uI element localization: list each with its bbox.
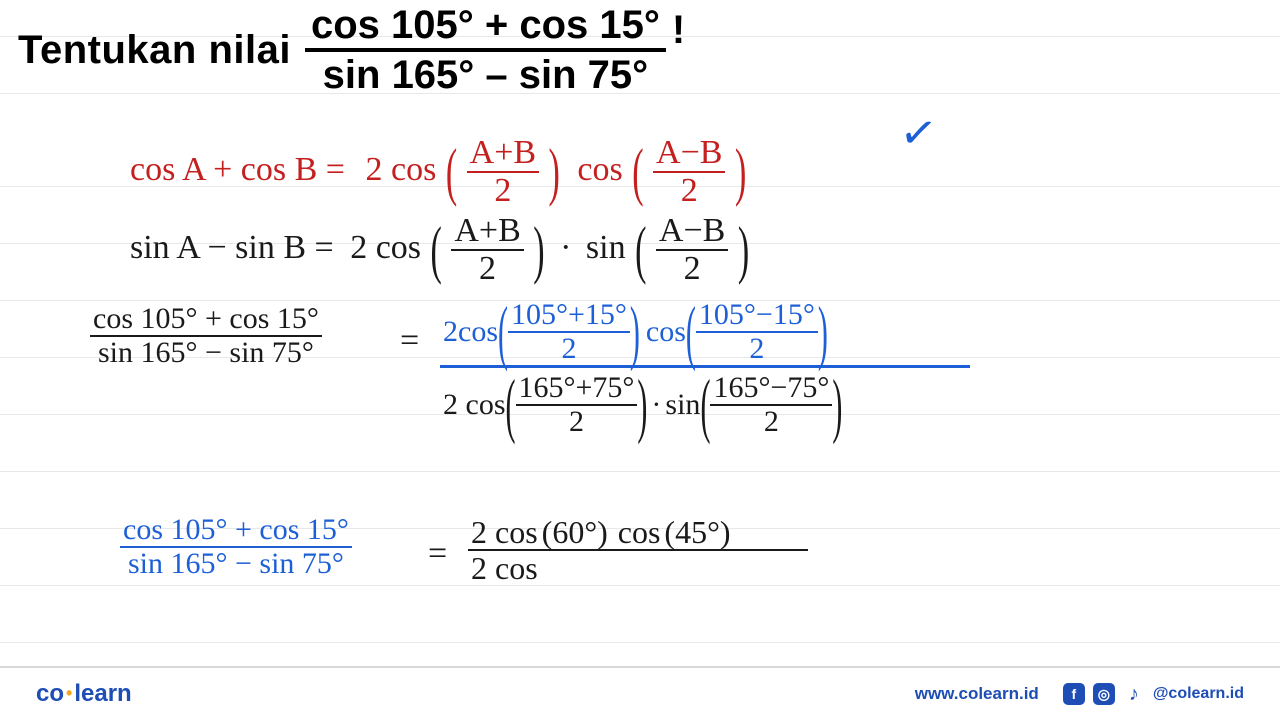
work1-rhs-frac: 2cos ( 105°+15° 2 ) cos ( 105°−15° 2 ) — [440, 300, 970, 437]
dot: · — [560, 229, 571, 266]
paren-l: ( — [506, 371, 516, 443]
work2-lhs-frac: cos 105° + cos 15° sin 165° − sin 75° — [120, 515, 352, 579]
txt: 2 cos — [471, 516, 538, 548]
formula-cos-sum: cos A + cos B = 2 cos ( A+B 2 ) cos ( A−… — [130, 136, 747, 208]
paren-r: ) — [735, 137, 746, 209]
frac-d: 2 — [681, 252, 704, 286]
problem-numerator: cos 105° + cos 15° — [305, 4, 666, 46]
frac-d: 2 — [746, 334, 767, 364]
frac-n: 165°−75° — [710, 373, 832, 403]
frac-n: cos 105° + cos 15° — [120, 515, 352, 545]
frac-n: A+B — [451, 214, 523, 248]
arg: 45° — [675, 516, 720, 548]
sin-diff-lhs: sin A − sin B = — [130, 229, 334, 266]
inner-frac: 105°−15° 2 — [696, 300, 818, 364]
frac-d: 2 — [678, 174, 701, 208]
cos-sum-frac1: A+B 2 — [467, 136, 539, 208]
work2-rhs-num: 2 cos (60°) cos (45°) — [468, 516, 734, 548]
instagram-icon: ◎ — [1093, 683, 1115, 705]
tiktok-icon: ♪ — [1123, 683, 1145, 705]
txt: cos — [618, 516, 661, 548]
txt: 2cos — [443, 317, 498, 347]
logo-learn: learn — [74, 680, 131, 707]
paren-l: ( — [446, 137, 457, 209]
txt: sin — [665, 390, 700, 420]
cos-sum-2cos: 2 cos — [365, 151, 436, 188]
txt: 2 cos — [443, 390, 506, 420]
checkmark-icon: ✓ — [897, 106, 941, 162]
frac-n: A−B — [653, 136, 725, 170]
fraction-bar — [305, 48, 666, 52]
cos-sum-lhs: cos A + cos B = — [130, 151, 345, 188]
sin-diff-sin: sin — [586, 229, 626, 266]
paren-l: ( — [498, 298, 508, 370]
sin-diff-frac2: A−B 2 — [656, 214, 728, 286]
frac-n: 105°−15° — [696, 300, 818, 330]
frac-d: sin 165° − sin 75° — [95, 338, 317, 368]
work2-rhs-den: 2 cos — [468, 552, 541, 584]
logo-co: co — [36, 680, 64, 707]
paren-l: ( — [700, 371, 710, 443]
frac-d: 2 — [566, 407, 587, 437]
problem-fraction: cos 105° + cos 15° sin 165° – sin 75° — [305, 4, 666, 96]
work2-rhs: 2 cos (60°) cos (45°) 2 cos — [468, 516, 808, 584]
sin-diff-frac1: A+B 2 — [451, 214, 523, 286]
paren-r: ) — [738, 215, 749, 287]
frac-d: sin 165° − sin 75° — [125, 549, 347, 579]
frac-d: 2 — [476, 252, 499, 286]
paren-l: ( — [431, 215, 442, 287]
work1-rhs-den: 2 cos ( 165°+75° 2 ) · sin ( 165°−75° 2 … — [440, 373, 845, 437]
work2-lhs: cos 105° + cos 15° sin 165° − sin 75° — [120, 515, 352, 579]
work2-eq: = — [428, 535, 447, 573]
work1-rhs-num: 2cos ( 105°+15° 2 ) cos ( 105°−15° 2 ) — [440, 300, 831, 364]
problem-label: Tentukan nilai — [18, 28, 291, 73]
footer-url: www.colearn.id — [915, 684, 1039, 704]
frac-n: A+B — [467, 136, 539, 170]
inner-frac: 105°+15° 2 — [508, 300, 630, 364]
exclaim: ! — [672, 8, 685, 53]
footer: co•learn www.colearn.id f ◎ ♪ @colearn.i… — [0, 666, 1280, 720]
paren-r: ) — [818, 298, 828, 370]
arg: 60° — [552, 516, 597, 548]
cos-sum-cos2: cos — [577, 151, 622, 188]
dot: · — [651, 390, 661, 420]
frac-d: 2 — [761, 407, 782, 437]
cos-sum-frac2: A−B 2 — [653, 136, 725, 208]
frac-d: 2 — [558, 334, 579, 364]
paren-r: ) — [549, 137, 560, 209]
work1-lhs: cos 105° + cos 15° sin 165° − sin 75° — [90, 304, 322, 368]
footer-social: f ◎ ♪ @colearn.id — [1063, 683, 1244, 705]
inner-frac: 165°+75° 2 — [516, 373, 638, 437]
paren-r: ) — [630, 298, 640, 370]
paren-l: ( — [632, 137, 643, 209]
frac-n: 165°+75° — [516, 373, 638, 403]
inner-frac: 165°−75° 2 — [710, 373, 832, 437]
sin-diff-2cos: 2 cos — [350, 229, 421, 266]
work1-lhs-frac: cos 105° + cos 15° sin 165° − sin 75° — [90, 304, 322, 368]
facebook-icon: f — [1063, 683, 1085, 705]
frac-d: 2 — [491, 174, 514, 208]
work1-eq: = — [400, 322, 419, 360]
work2-rhs-frac: 2 cos (60°) cos (45°) 2 cos — [468, 516, 808, 584]
frac-n: A−B — [656, 214, 728, 248]
paren-r: ) — [533, 215, 544, 287]
paren-l: ( — [635, 215, 646, 287]
paren-r: ) — [832, 371, 842, 443]
frac-n: 105°+15° — [508, 300, 630, 330]
formula-sin-diff: sin A − sin B = 2 cos ( A+B 2 ) · sin ( … — [130, 214, 750, 286]
frac-n: cos 105° + cos 15° — [90, 304, 322, 334]
txt: cos — [646, 317, 686, 347]
paren-r: ) — [637, 371, 647, 443]
footer-right: www.colearn.id f ◎ ♪ @colearn.id — [915, 683, 1244, 705]
logo-dot-icon: • — [66, 683, 72, 703]
problem-denominator: sin 165° – sin 75° — [317, 54, 655, 96]
work1-rhs: 2cos ( 105°+15° 2 ) cos ( 105°−15° 2 ) — [440, 300, 970, 437]
paren-l: ( — [686, 298, 696, 370]
problem-statement: Tentukan nilai cos 105° + cos 15° sin 16… — [18, 4, 685, 96]
footer-handle: @colearn.id — [1153, 685, 1244, 703]
brand-logo: co•learn — [36, 680, 132, 708]
